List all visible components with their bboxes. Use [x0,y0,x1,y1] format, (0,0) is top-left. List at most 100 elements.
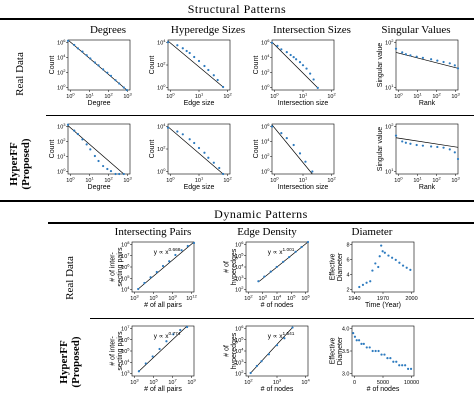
x-tick-label: 102 [104,92,113,101]
data-point [166,41,170,44]
bottom-rule [48,222,474,224]
data-point [89,148,92,151]
x-tick-label: 106 [149,294,158,303]
data-point [165,340,168,343]
y-tick-label: 101 [385,167,394,176]
y-axis-label: # ofhyperedges [224,332,239,369]
y-tick-label: 100 [57,83,66,92]
data-point [300,245,303,249]
data-point [380,244,383,247]
y-tick-label: 6 [346,258,349,264]
x-tick-label: 0 [353,380,356,386]
data-point [203,151,206,154]
plot-frame [351,325,415,377]
y-tick-label: 104 [121,358,130,367]
data-point [401,140,404,143]
x-tick-label: 101 [195,92,204,101]
data-point [118,82,121,85]
fit-annotation: y ∝ x1.001 [268,247,295,256]
y-tick-label: 3.0 [342,372,350,378]
fit-annotation: y ∝ x0.774 [154,331,181,340]
data-point [188,51,191,55]
x-tick-label: 104 [273,294,282,303]
y-tick-label: 101 [57,152,66,161]
data-point [311,170,314,173]
x-tick-label: 109 [168,294,177,303]
x-tick-label: 101 [85,92,94,101]
data-point [106,71,109,74]
y-tick-label: 107 [121,324,130,333]
data-point [197,59,201,63]
data-point [197,146,201,150]
data-point [93,61,96,64]
data-point [380,353,383,356]
data-point [125,88,128,92]
data-point [387,254,390,257]
x-tick-label: 103 [130,294,139,303]
y-tick-label: 105 [235,251,244,260]
data-point [430,58,433,61]
data-point [430,145,433,148]
data-point [188,138,191,141]
x-tick-label: 100 [394,92,403,101]
data-point [368,346,371,349]
data-point [401,364,404,367]
data-point [298,61,302,64]
x-tick-label: 103 [123,176,132,185]
data-point [381,250,384,253]
y-tick-label: 106 [121,263,130,272]
data-point [181,133,184,136]
data-point [292,143,295,147]
data-point [185,49,188,53]
data-point [395,360,398,363]
data-point [453,151,456,154]
data-point [249,371,252,375]
fit-line [138,325,188,372]
fit-line [271,41,319,89]
x-tick-label: 101 [195,176,204,185]
chart-pairs-real: 103 106 109 1012 104 105 106 107 108 # of all pai… [110,240,198,309]
y-tick-label: 103 [235,358,244,367]
data-point [383,353,386,356]
data-point [179,328,182,332]
data-point [453,64,456,67]
x-tick-label: 102 [223,92,232,101]
data-point [81,50,84,53]
x-tick-label: 103 [259,294,268,303]
data-point [193,141,196,145]
plot-frame [351,241,415,293]
data-point [316,86,319,89]
data-point [89,57,92,60]
y-tick-label: 100 [157,83,166,92]
x-tick-label: 102 [327,176,336,185]
data-point [168,260,171,263]
y-tick-label: 106 [57,38,66,47]
data-point [401,264,405,267]
data-point [394,258,397,261]
row-header-real-data-bottom: Real Data [64,256,76,300]
data-point [353,335,357,338]
y-tick-label: 104 [261,137,270,146]
structural-patterns-title: Structural Patterns [187,2,287,16]
data-point [404,141,407,144]
data-point [306,240,310,244]
data-point [255,364,258,368]
data-point [76,47,79,50]
data-point [421,144,424,147]
x-tick-label: 100 [66,92,75,101]
y-axis-label: # of inter-secting pairs [110,331,125,371]
col-header-edge-density: Edge Density [237,226,297,238]
x-axis-label: # of nodes [261,386,294,393]
data-point [404,53,407,56]
x-tick-label: 101 [413,92,422,101]
data-point [161,264,165,268]
fit-annotation: y ∝ x1.541 [268,331,295,340]
y-tick-label: 103 [121,369,130,378]
chart-size-real: 100 101 102 100 102 104 Edge size Count [149,38,232,107]
data-point [106,167,109,171]
y-tick-label: 105 [121,274,130,283]
chart-density-ff: 102 103 104 102 103 104 105 106 # of nodes # ofhy… [224,324,311,393]
data-point [149,276,152,279]
data-point [267,353,270,356]
y-tick-label: 104 [121,285,130,294]
